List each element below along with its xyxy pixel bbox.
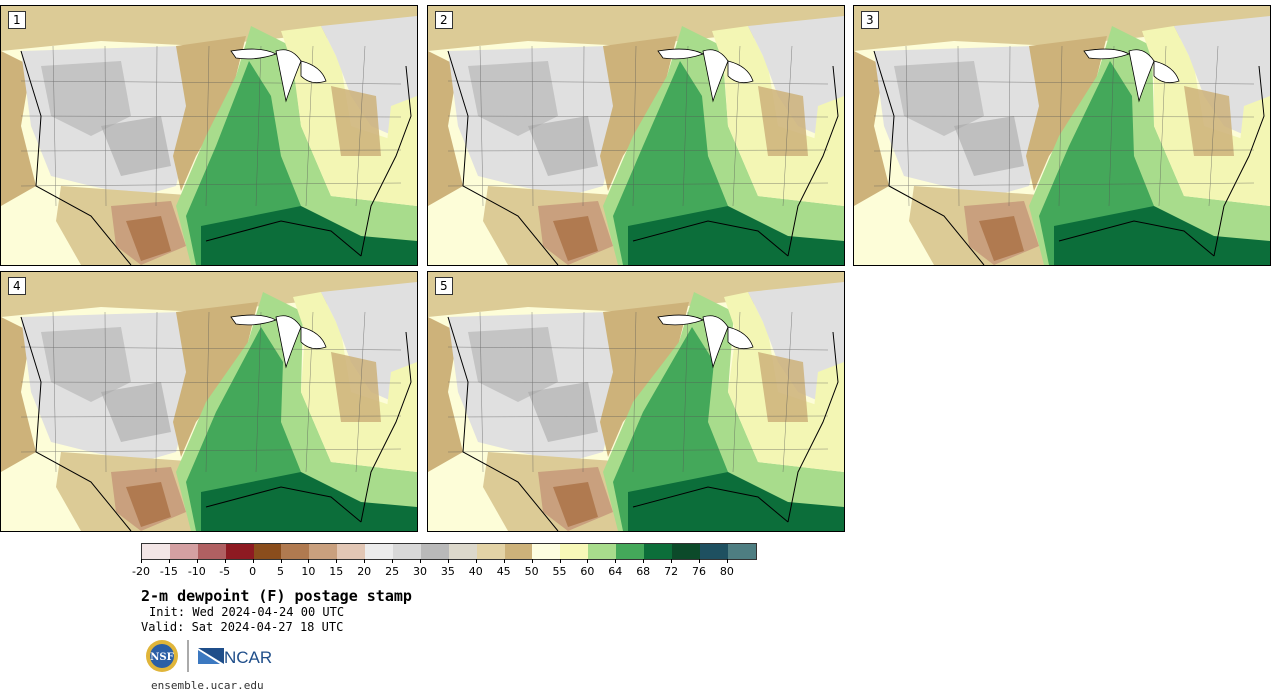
- colorbar-swatch: [169, 544, 198, 559]
- colorbar-tick-label: 10: [301, 565, 316, 578]
- colorbar-tick-mark: [308, 559, 310, 563]
- colorbar-tick-label: 15: [329, 565, 344, 578]
- colorbar-tick-label: 0: [249, 565, 257, 578]
- svg-text:NSF: NSF: [150, 652, 173, 663]
- colorbar-swatch: [532, 544, 561, 559]
- colorbar-tick-mark: [671, 559, 673, 563]
- init-time: Init: Wed 2024-04-24 00 UTC: [149, 605, 345, 619]
- colorbar-tick-mark: [699, 559, 700, 563]
- colorbar-tick-label: -5: [219, 565, 231, 578]
- colorbar-swatch: [309, 544, 338, 559]
- colorbar-tick-label: 68: [636, 565, 651, 578]
- colorbar-tick-label: 45: [496, 565, 511, 578]
- member-label-2: 2: [435, 11, 453, 29]
- colorbar-tick-mark: [168, 559, 170, 563]
- map-panel-2: 2: [427, 5, 845, 266]
- colorbar-tick-mark: [615, 559, 617, 563]
- colorbar-tick-label: -10: [187, 565, 206, 578]
- colorbar-swatch: [420, 544, 449, 559]
- colorbar-tick-mark: [420, 559, 421, 563]
- colorbar-tick-mark: [503, 559, 505, 563]
- dewpoint-map-5: [428, 272, 844, 531]
- dewpoint-map-4: [1, 272, 417, 531]
- colorbar-swatch: [142, 544, 170, 559]
- dewpoint-map-1: [1, 6, 417, 265]
- colorbar-swatch: [448, 544, 477, 559]
- colorbar-tick-label: -15: [159, 565, 178, 578]
- colorbar-tick-label: 64: [608, 565, 623, 578]
- nsf-logo-icon: NSF: [146, 640, 178, 672]
- valid-time: Valid: Sat 2024-04-27 18 UTC: [141, 620, 344, 634]
- colorbar-tick-label: 80: [719, 565, 734, 578]
- colorbar-swatch: [504, 544, 533, 559]
- colorbar-swatch: [225, 544, 254, 559]
- colorbar-tick-label: 50: [524, 565, 539, 578]
- colorbar-tick-label: 25: [385, 565, 400, 578]
- ncar-logo-icon: NCAR: [198, 648, 272, 667]
- colorbar-swatch: [253, 544, 282, 559]
- colorbar-tick-mark: [475, 559, 477, 563]
- colorbar-swatch: [281, 544, 310, 559]
- map-panel-4: 4: [0, 271, 418, 532]
- logos: NSF NCAR: [144, 638, 274, 674]
- colorbar-tick-label: 30: [413, 565, 427, 578]
- colorbar-swatch: [365, 544, 394, 559]
- website-url: ensemble.ucar.edu: [151, 679, 264, 692]
- colorbar-tick-mark: [141, 559, 142, 563]
- colorbar-tick-mark: [336, 559, 338, 563]
- dewpoint-map-3: [854, 6, 1270, 265]
- colorbar-swatch: [727, 544, 756, 559]
- colorbar-tick-mark: [224, 559, 226, 563]
- colorbar-tick-mark: [726, 559, 728, 563]
- svg-text:NCAR: NCAR: [224, 648, 272, 667]
- map-panel-1: 1: [0, 5, 418, 266]
- colorbar-tick-mark: [643, 559, 645, 563]
- colorbar-tick-label: -20: [132, 565, 150, 578]
- map-panel-3: 3: [853, 5, 1271, 266]
- colorbar-tick-label: 5: [277, 565, 284, 578]
- colorbar-swatch: [337, 544, 366, 559]
- colorbar-tick-mark: [531, 559, 533, 563]
- colorbar-tick-label: 55: [552, 565, 567, 578]
- member-label-5: 5: [435, 277, 453, 295]
- colorbar-swatch: [560, 544, 589, 559]
- colorbar-tick-mark: [252, 559, 254, 563]
- colorbar-swatch: [588, 544, 617, 559]
- colorbar-swatch: [616, 544, 645, 559]
- map-panel-5: 5: [427, 271, 845, 532]
- colorbar-tick-mark: [196, 559, 198, 563]
- colorbar-tick-mark: [447, 559, 449, 563]
- colorbar-tick-mark: [587, 559, 589, 563]
- member-label-3: 3: [861, 11, 879, 29]
- colorbar-tick-label: 60: [580, 565, 595, 578]
- colorbar-swatch: [671, 544, 700, 559]
- colorbar-swatch: [393, 544, 421, 559]
- colorbar-tick-mark: [392, 559, 394, 563]
- member-label-4: 4: [8, 277, 26, 295]
- colorbar-tick-mark: [280, 559, 282, 563]
- colorbar: [141, 543, 757, 560]
- member-label-1: 1: [8, 11, 26, 29]
- colorbar-tick-mark: [364, 559, 366, 563]
- colorbar-tick-label: 35: [440, 565, 455, 578]
- colorbar-tick-label: 72: [664, 565, 679, 578]
- colorbar-tick-mark: [559, 559, 561, 563]
- colorbar-swatch: [476, 544, 505, 559]
- colorbar-tick-label: 20: [357, 565, 372, 578]
- colorbar-swatch: [197, 544, 226, 559]
- dewpoint-map-2: [428, 6, 844, 265]
- colorbar-swatch: [699, 544, 728, 559]
- plot-title: 2-m dewpoint (F) postage stamp: [141, 587, 412, 605]
- colorbar-swatch: [644, 544, 672, 559]
- colorbar-tick-label: 40: [468, 565, 483, 578]
- colorbar-tick-label: 76: [692, 565, 706, 578]
